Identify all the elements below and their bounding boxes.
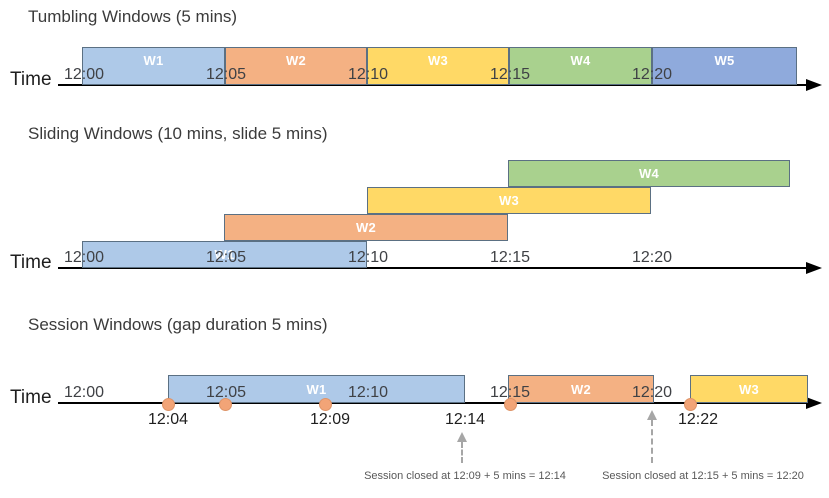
sliding-window-w1: W1 xyxy=(82,241,367,268)
session-event-dot-2 xyxy=(219,398,232,411)
session-timeline xyxy=(58,402,810,404)
sliding-section-title: Sliding Windows (10 mins, slide 5 mins) xyxy=(28,124,328,143)
sliding-window-w4-label: W4 xyxy=(638,166,660,181)
tumbling-window-w3: W3 xyxy=(367,47,509,85)
session-event-dot-1215 xyxy=(504,398,517,411)
tumbling-timeline xyxy=(58,84,810,86)
session-closed-arrow-2-icon xyxy=(647,410,657,463)
sliding-timeline xyxy=(58,267,810,269)
sliding-window-w3-label: W3 xyxy=(498,193,520,208)
session-time-axis-label: Time xyxy=(10,387,52,408)
sliding-time-axis-label: Time xyxy=(10,252,52,273)
tumbling-window-w5-label: W5 xyxy=(714,53,735,68)
session-close-label-1214: 12:14 xyxy=(444,411,486,428)
session-event-dot-1204 xyxy=(162,398,175,411)
sliding-timeline-arrowhead-icon xyxy=(806,262,822,274)
sliding-tick-1200: 12:00 xyxy=(63,249,105,266)
tumbling-tick-1200: 12:00 xyxy=(63,66,105,83)
tumbling-window-w1-label: W1 xyxy=(143,53,164,68)
sliding-window-w1-label: W1 xyxy=(214,247,235,262)
tumbling-window-w4: W4 xyxy=(509,47,652,85)
tumbling-tick-1210: 12:10 xyxy=(347,66,389,83)
tumbling-tick-1215: 12:15 xyxy=(489,66,531,83)
session-closed-note-2: Session closed at 12:15 + 5 mins = 12:20 xyxy=(602,470,804,482)
session-window-w3-label: W3 xyxy=(738,381,760,397)
tumbling-timeline-arrowhead-icon xyxy=(806,79,822,91)
session-window-w3: W3 xyxy=(690,375,808,403)
session-tick-1205: 12:05 xyxy=(205,384,247,401)
session-tick-1215: 12:15 xyxy=(489,384,531,401)
session-window-w1: W1 xyxy=(168,375,465,403)
session-event-label-1204: 12:04 xyxy=(147,411,189,428)
sliding-window-w3: W3 xyxy=(367,187,651,214)
session-closed-arrow-1-icon xyxy=(457,432,467,463)
session-closed-arrow-1-head-icon xyxy=(457,432,467,442)
tumbling-window-w2-label: W2 xyxy=(285,53,307,68)
session-event-label-1209: 12:09 xyxy=(309,411,351,428)
session-closed-note-1: Session closed at 12:09 + 5 mins = 12:14 xyxy=(364,470,566,482)
session-event-dot-1222 xyxy=(684,398,697,411)
session-window-w2-label: W2 xyxy=(570,381,592,397)
sliding-tick-1210: 12:10 xyxy=(347,249,389,266)
session-tick-1200: 12:00 xyxy=(63,384,105,401)
session-closed-arrow-2-head-icon xyxy=(647,410,657,420)
sliding-window-w2-label: W2 xyxy=(355,220,377,235)
session-event-label-1222: 12:22 xyxy=(677,411,719,428)
tumbling-window-w4-label: W4 xyxy=(570,53,591,68)
session-section-title: Session Windows (gap duration 5 mins) xyxy=(28,315,328,334)
session-tick-1220: 12:20 xyxy=(631,384,673,401)
sliding-window-w2: W2 xyxy=(224,214,508,241)
session-window-w1-label: W1 xyxy=(306,381,327,397)
session-window-w2: W2 xyxy=(508,375,654,403)
sliding-tick-1220: 12:20 xyxy=(631,249,673,266)
tumbling-section-title: Tumbling Windows (5 mins) xyxy=(28,7,238,26)
tumbling-window-w5: W5 xyxy=(652,47,797,85)
tumbling-time-axis-label: Time xyxy=(10,69,52,90)
sliding-tick-1205: 12:05 xyxy=(205,249,247,266)
tumbling-tick-1220: 12:20 xyxy=(631,66,673,83)
session-event-dot-1209 xyxy=(319,398,332,411)
tumbling-tick-1205: 12:05 xyxy=(205,66,247,83)
sliding-window-w4: W4 xyxy=(508,160,790,187)
tumbling-window-w3-label: W3 xyxy=(427,53,449,68)
session-timeline-arrowhead-icon xyxy=(806,397,822,409)
tumbling-window-w2: W2 xyxy=(225,47,367,85)
session-tick-1210: 12:10 xyxy=(347,384,389,401)
tumbling-window-w1: W1 xyxy=(82,47,225,85)
sliding-tick-1215: 12:15 xyxy=(489,249,531,266)
